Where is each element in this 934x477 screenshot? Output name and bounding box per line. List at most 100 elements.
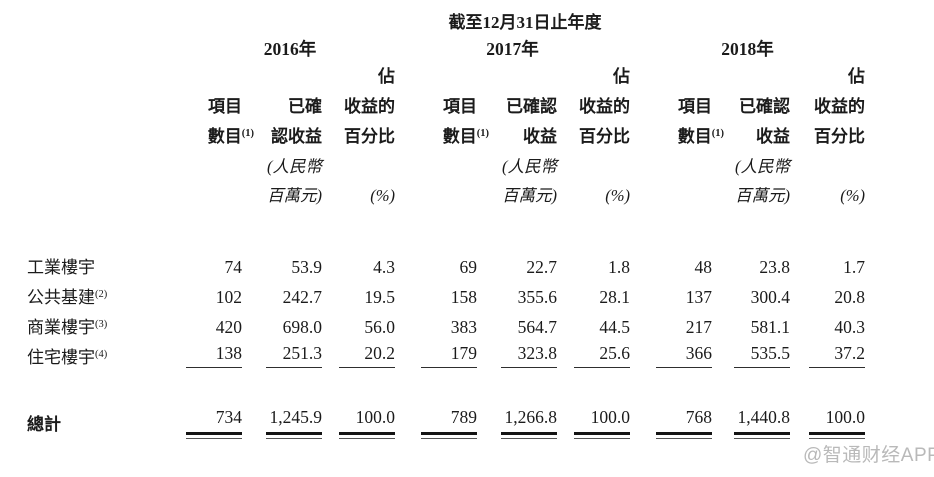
hdr-line: 數目(1) (185, 122, 254, 152)
total-label: 總計 (27, 415, 61, 434)
total-value-cell: 789 (395, 405, 477, 439)
value-cell: 69 (459, 257, 478, 277)
footnote-ref: (2) (95, 289, 108, 300)
hdr-text: 數目 (207, 127, 242, 146)
hdr-line: 收益 (523, 127, 557, 146)
hdr-line: 已確認 (739, 97, 790, 116)
value-cell: 242.7 (282, 287, 322, 307)
hdr-line: 佔 (613, 67, 630, 86)
year-header-2016: 2016年 (263, 38, 317, 59)
value-cell: 53.9 (291, 257, 322, 277)
col-header-revenue-2017: 已確認 收益 (477, 62, 557, 152)
value-cell: 1.7 (843, 257, 865, 277)
value-cell: 19.5 (364, 287, 395, 307)
value-cell: 20.2 (322, 338, 395, 368)
total-value-cell: 734 (185, 405, 242, 439)
unit-line: (人民幣 (502, 157, 557, 176)
hdr-line: 百分比 (814, 127, 865, 146)
empty-cell (27, 34, 185, 62)
value-cell: 300.4 (750, 287, 790, 307)
unit-rmb-2018: (人民幣 百萬元) (712, 152, 790, 210)
col-header-projects-2017: 項目 數目(1) (395, 62, 489, 152)
footnote-ref: (1) (476, 128, 489, 139)
unit-line: 百萬元) (735, 186, 790, 205)
total-double-ruled-value: 1,266.8 (501, 407, 557, 439)
hdr-line: 項目 (678, 97, 712, 116)
hdr-text: 數目 (677, 127, 712, 146)
row-label-text: 商業樓宇 (27, 318, 95, 337)
empty-cell (27, 62, 185, 152)
value-cell: 698.0 (282, 317, 322, 337)
hdr-line: 數目(1) (395, 122, 489, 152)
empty-cell (395, 152, 477, 210)
value-cell: 25.6 (557, 338, 630, 368)
row-label: 住宅樓宇(4) (27, 338, 185, 368)
hdr-line: 百分比 (579, 127, 630, 146)
hdr-line: 佔 (378, 67, 395, 86)
table-row-residential: 住宅樓宇(4) 138 251.3 20.2 179 323.8 25.6 36… (27, 338, 865, 368)
total-value-cell: 768 (630, 405, 712, 439)
hdr-line: 收益的 (344, 97, 395, 116)
table-row-infrastructure: 公共基建(2) 102 242.7 19.5 158 355.6 28.1 13… (27, 278, 865, 308)
total-double-ruled-value: 1,440.8 (734, 407, 790, 439)
unit-line: 百萬元) (502, 186, 557, 205)
subtotal-underlined-value: 366 (656, 343, 712, 368)
col-header-share-2016: 佔 收益的 百分比 (322, 62, 395, 152)
total-value-cell: 1,440.8 (712, 405, 790, 439)
hdr-line: 項目 (208, 97, 242, 116)
subtotal-underlined-value: 25.6 (574, 343, 630, 368)
table-row-total: 總計 734 1,245.9 100.0 789 1,266.8 100.0 7… (27, 405, 865, 439)
period-title-row: 截至12月31日止年度 (27, 6, 865, 34)
value-cell: 137 (685, 287, 712, 307)
value-cell: 37.2 (790, 338, 865, 368)
total-double-ruled-value: 1,245.9 (266, 407, 322, 439)
value-cell: 28.1 (599, 287, 630, 307)
unit-line: 百萬元) (267, 186, 322, 205)
empty-cell (630, 152, 712, 210)
hdr-line: 收益的 (814, 97, 865, 116)
col-header-share-2018: 佔 收益的 百分比 (790, 62, 865, 152)
hdr-line: 佔 (848, 67, 865, 86)
row-label: 商業樓宇(3) (27, 308, 185, 338)
unit-pct-2018: (%) (840, 186, 865, 205)
value-cell: 251.3 (242, 338, 322, 368)
footnote-ref: (1) (711, 128, 724, 139)
col-header-projects-2018: 項目 數目(1) (630, 62, 724, 152)
total-value-cell: 1,245.9 (242, 405, 322, 439)
total-value-cell: 100.0 (557, 405, 630, 439)
value-cell: 323.8 (477, 338, 557, 368)
subtotal-underlined-value: 251.3 (266, 343, 322, 368)
unit-line: (人民幣 (735, 157, 790, 176)
subtotal-underlined-value: 138 (186, 343, 242, 368)
col-header-share-2017: 佔 收益的 百分比 (557, 62, 630, 152)
total-double-ruled-value: 734 (186, 407, 242, 439)
value-cell: 40.3 (834, 317, 865, 337)
footnote-ref: (1) (241, 128, 254, 139)
watermark: @智通财经APP (803, 445, 934, 466)
unit-rmb-2017: (人民幣 百萬元) (477, 152, 557, 210)
spacer-row (27, 210, 865, 248)
empty-cell (27, 152, 185, 210)
value-cell: 20.8 (834, 287, 865, 307)
total-double-ruled-value: 789 (421, 407, 477, 439)
hdr-line: 已確認 (506, 97, 557, 116)
row-label-text: 工業樓宇 (27, 258, 95, 277)
subtotal-underlined-value: 37.2 (809, 343, 865, 368)
value-cell: 535.5 (712, 338, 790, 368)
column-header-row: 項目 數目(1) 已確 認收益 佔 收益的 百分比 項目 數目(1) 已確認 收… (27, 62, 865, 152)
row-label-text: 公共基建 (27, 288, 95, 307)
hdr-line: 收益的 (579, 97, 630, 116)
empty-cell (27, 6, 185, 34)
hdr-line: 已確 (288, 97, 322, 116)
unit-pct-2017: (%) (605, 186, 630, 205)
empty-cell (185, 152, 242, 210)
value-cell: 48 (694, 257, 713, 277)
footnote-ref: (3) (95, 319, 108, 330)
hdr-line: 百分比 (344, 127, 395, 146)
subtotal-underlined-value: 179 (421, 343, 477, 368)
value-cell: 102 (215, 287, 242, 307)
hdr-text: 數目 (442, 127, 477, 146)
hdr-line: 認收益 (271, 127, 322, 146)
value-cell: 23.8 (759, 257, 790, 277)
